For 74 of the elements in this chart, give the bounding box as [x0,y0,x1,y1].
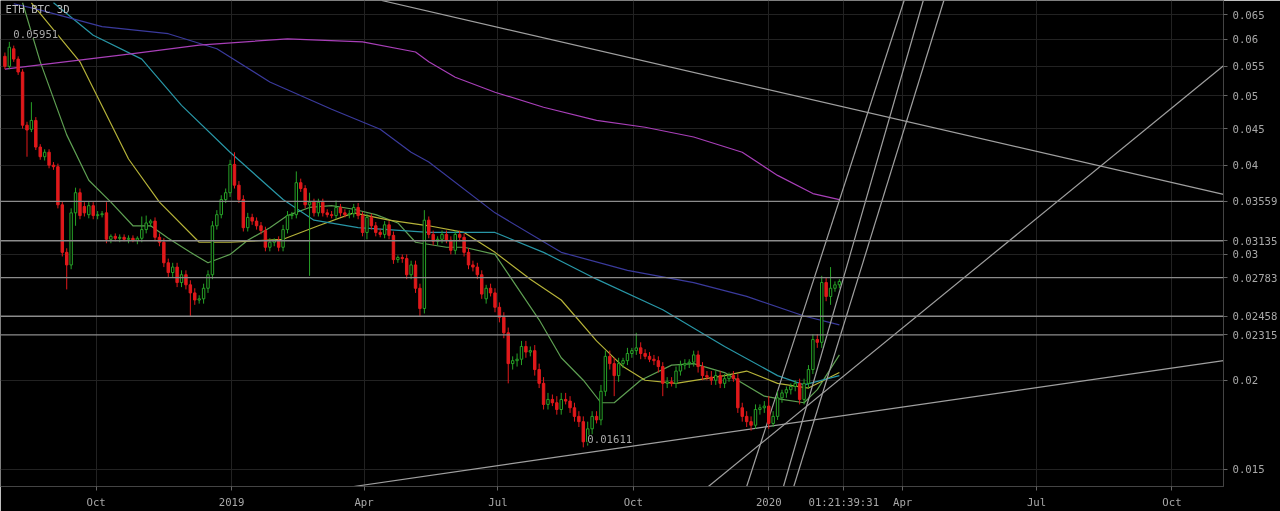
candlestick [427,215,431,239]
ref-line-label: 0.02783 [1232,271,1278,285]
x-tick-label: Oct [86,495,106,509]
candlestick [612,357,616,397]
candlestick [634,332,638,356]
x-tick-label: Jul [1026,495,1047,509]
y-tick-label: 0.06 [1232,33,1259,47]
candlestick [140,215,144,243]
ref-line-label: 0.02315 [1232,328,1278,342]
candlestick [153,216,157,242]
candlestick [546,392,550,410]
x-tick-label: 2019 [218,495,245,509]
candlestick [630,347,634,359]
y-tick-label: 0.045 [1232,122,1265,136]
candlestick [396,254,400,264]
candlestick [696,350,700,374]
y-tick-label: 0.03 [1232,248,1259,262]
candlestick [246,212,250,232]
x-tick-label: 01:21:39:31 [808,495,880,509]
candlestick [581,415,586,448]
x-tick-label: Oct [1162,495,1182,509]
candlestick [683,358,687,371]
candlestick [767,395,771,430]
candlestick [559,392,563,416]
candlestick [47,148,51,169]
line-series [4,38,840,201]
candlestick [365,213,369,240]
candlestick [572,402,577,423]
candlestick [727,372,731,383]
candlestick [797,378,802,405]
candlestick [484,284,488,305]
candlestick [749,415,753,432]
x-tick-label: 2020 [755,495,782,509]
candlestick [175,262,179,288]
y-tick-label: 0.02 [1232,374,1259,388]
candlestick [449,235,453,255]
candlestick [643,348,647,360]
candlestick [674,366,678,389]
ref-line-label: 0.03135 [1232,234,1278,248]
candlestick [29,101,34,133]
candlestick [705,370,709,381]
candlestick [828,266,833,306]
candlestick [404,253,409,280]
x-tick-label: Apr [893,495,913,509]
annotation: 0.05951 [13,27,59,41]
x-tick-label: Oct [623,495,643,509]
candlestick [343,208,347,218]
candlestick [409,260,413,280]
candlestick [78,188,82,220]
x-tick-label: Jul [488,495,508,509]
ref-line-label: 0.02458 [1232,310,1278,324]
candlestick [833,280,837,293]
candlestick [524,340,528,359]
x-tick-label: Apr [354,495,375,509]
candlestick [775,390,780,421]
y-tick-label: 0.065 [1232,8,1265,22]
annotation: 0.01611 [587,433,633,447]
candlestick [519,340,524,366]
candlestick [7,41,12,70]
candlestick [753,403,758,430]
candlestick [652,354,656,366]
y-tick-label: 0.05 [1232,89,1259,103]
candlestick [100,210,104,218]
y-tick-label: 0.015 [1232,463,1265,477]
y-tick-label: 0.04 [1232,159,1259,173]
candlestick [555,395,559,416]
ref-line-label: 0.03559 [1232,195,1278,209]
y-tick-label: 0.055 [1232,60,1265,74]
candlestick [824,277,828,302]
candlestick [568,395,572,414]
candlestick [360,211,365,237]
candlestick [334,199,338,220]
candlestick [453,230,457,255]
candlestick [303,184,307,209]
